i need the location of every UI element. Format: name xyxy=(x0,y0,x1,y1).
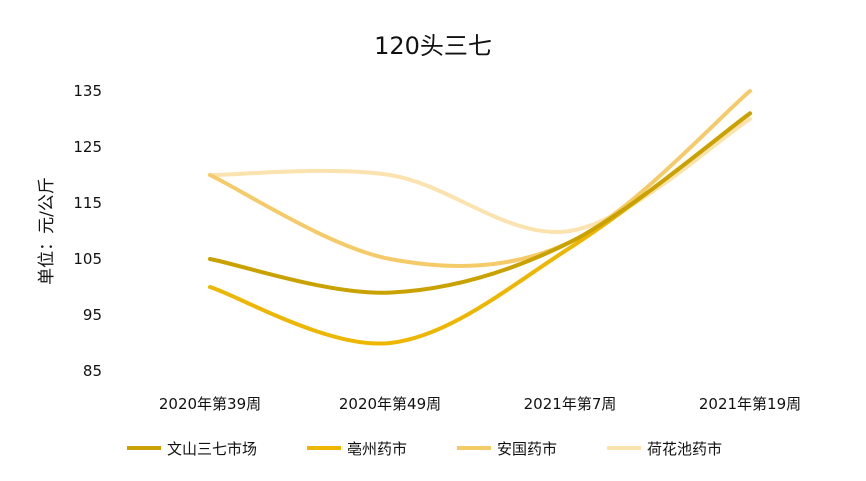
legend-item: 文山三七市场 xyxy=(127,440,257,458)
y-tick-label: 105 xyxy=(73,250,102,268)
series-line-2 xyxy=(208,111,752,346)
series-line-1 xyxy=(208,111,752,295)
y-axis-label: 单位：元/公斤 xyxy=(37,177,57,285)
legend-label: 安国药市 xyxy=(497,440,557,458)
legend: 文山三七市场 亳州药市 安国药市 荷花池药市 xyxy=(127,440,722,458)
series-line-4 xyxy=(208,117,752,235)
legend-item: 荷花池药市 xyxy=(607,440,722,458)
x-tick-label: 2021年第7周 xyxy=(524,395,617,413)
legend-label: 荷花池药市 xyxy=(647,440,722,458)
legend-label: 文山三七市场 xyxy=(167,440,257,458)
series-line-3 xyxy=(208,89,752,268)
x-tick-label: 2020年第49周 xyxy=(339,395,441,413)
legend-item: 安国药市 xyxy=(457,440,557,458)
legend-label: 亳州药市 xyxy=(347,440,407,458)
x-tick-label: 2021年第19周 xyxy=(699,395,801,413)
legend-item: 亳州药市 xyxy=(307,440,407,458)
y-tick-label: 135 xyxy=(73,82,102,100)
y-tick-label: 95 xyxy=(83,306,102,324)
y-tick-label: 125 xyxy=(73,138,102,156)
y-tick-label: 115 xyxy=(73,194,102,212)
x-tick-labels: 2020年第39周 2020年第49周 2021年第7周 2021年第19周 xyxy=(159,395,801,413)
y-tick-label: 85 xyxy=(83,362,102,380)
y-tick-labels: 85 95 105 115 125 135 xyxy=(73,82,102,380)
chart-title: 120头三七 xyxy=(374,32,492,60)
x-tick-label: 2020年第39周 xyxy=(159,395,261,413)
series-lines xyxy=(208,89,752,346)
